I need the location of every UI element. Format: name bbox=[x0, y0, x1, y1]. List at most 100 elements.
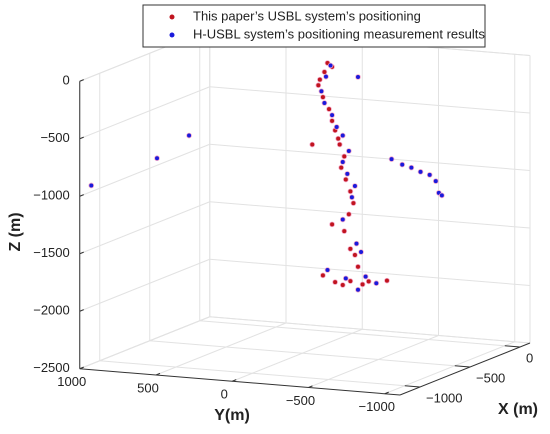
data-point bbox=[339, 216, 346, 223]
tick-mark bbox=[79, 79, 84, 82]
data-point bbox=[350, 200, 357, 206]
data-point bbox=[359, 281, 366, 288]
y-tick-label: 1000 bbox=[57, 374, 86, 389]
grid-line bbox=[209, 86, 531, 114]
data-point bbox=[439, 192, 445, 199]
tick-mark bbox=[404, 385, 421, 388]
data-point bbox=[399, 161, 406, 168]
legend-label[interactable]: H-USBL system’s positioning measurement … bbox=[193, 26, 485, 41]
grid-line bbox=[199, 320, 521, 348]
z-tick-label: −1000 bbox=[33, 188, 70, 203]
data-point bbox=[341, 153, 348, 160]
tick-mark bbox=[79, 136, 84, 140]
data-point bbox=[417, 169, 424, 175]
data-point bbox=[342, 275, 349, 282]
grid-line bbox=[79, 201, 210, 255]
axis-line bbox=[79, 368, 401, 396]
grid-line bbox=[209, 143, 531, 171]
data-point bbox=[88, 182, 95, 189]
data-point bbox=[321, 100, 328, 106]
data-point bbox=[432, 178, 439, 184]
data-point bbox=[355, 286, 361, 293]
x-tick-label: −1000 bbox=[426, 390, 463, 405]
axis-line bbox=[399, 342, 531, 396]
data-point bbox=[352, 252, 358, 258]
z-tick-label: −2000 bbox=[33, 303, 70, 318]
z-tick-label: −1500 bbox=[33, 245, 70, 260]
grid-line bbox=[232, 328, 363, 382]
grid-line bbox=[79, 143, 210, 197]
data-point bbox=[320, 94, 326, 100]
data-point bbox=[315, 82, 322, 89]
data-point bbox=[154, 155, 160, 162]
data-point bbox=[362, 273, 369, 280]
data-point bbox=[339, 282, 346, 288]
x-tick-label: 0 bbox=[526, 350, 533, 365]
z-tick-label: −2500 bbox=[33, 360, 70, 375]
data-point bbox=[347, 278, 354, 284]
data-point bbox=[323, 73, 329, 80]
z-tick-label: 0 bbox=[63, 73, 70, 88]
y-tick-label: −1000 bbox=[358, 399, 395, 414]
data-point bbox=[388, 156, 395, 162]
data-point bbox=[329, 118, 335, 124]
data-point bbox=[355, 74, 361, 80]
data-point bbox=[408, 164, 415, 171]
data-point bbox=[373, 280, 380, 287]
x-axis-label: X (m) bbox=[498, 401, 538, 418]
data-point bbox=[186, 132, 192, 139]
data-point bbox=[355, 263, 361, 270]
y-tick-label: 500 bbox=[137, 380, 159, 395]
tick-mark bbox=[454, 365, 471, 368]
data-point bbox=[365, 278, 372, 285]
grid-line bbox=[99, 360, 421, 388]
data-point bbox=[384, 277, 390, 284]
tick-mark bbox=[79, 194, 84, 197]
data-point bbox=[353, 240, 360, 247]
data-point bbox=[321, 69, 328, 75]
grid-line bbox=[209, 316, 531, 344]
data-point bbox=[426, 172, 433, 178]
grid-line bbox=[209, 258, 531, 286]
grid-line bbox=[155, 322, 287, 376]
y-axis-label: Y(m) bbox=[214, 407, 250, 424]
data-point bbox=[349, 194, 355, 201]
grid-line bbox=[384, 341, 515, 395]
data-point bbox=[317, 76, 323, 83]
legend-label[interactable]: This paper’s USBL system’s positioning bbox=[193, 8, 421, 23]
data-point bbox=[344, 171, 351, 177]
data-point bbox=[341, 228, 348, 234]
data-point bbox=[327, 62, 334, 69]
grid-line bbox=[79, 316, 210, 370]
data-point bbox=[329, 112, 335, 118]
data-point bbox=[339, 132, 346, 139]
data-point bbox=[333, 124, 340, 130]
data-point bbox=[338, 164, 345, 171]
legend-marker bbox=[169, 14, 175, 20]
grid-line bbox=[79, 258, 210, 312]
grid-line bbox=[209, 201, 531, 229]
y-tick-label: −500 bbox=[286, 393, 315, 408]
data-point bbox=[335, 135, 341, 142]
data-point bbox=[320, 272, 326, 279]
data-point bbox=[309, 141, 316, 148]
data-point bbox=[318, 88, 325, 95]
data-point bbox=[339, 159, 346, 165]
y-tick-label: 0 bbox=[221, 387, 228, 402]
tick-mark bbox=[79, 251, 84, 255]
z-tick-label: −500 bbox=[40, 130, 69, 145]
data-point bbox=[352, 183, 358, 189]
data-point bbox=[347, 188, 354, 195]
legend-box bbox=[142, 4, 486, 48]
data-point bbox=[324, 267, 331, 273]
data-point bbox=[336, 141, 343, 148]
data-point bbox=[358, 249, 364, 255]
tick-mark bbox=[504, 345, 521, 348]
z-axis-label: Z (m) bbox=[7, 212, 24, 251]
x-tick-label: −500 bbox=[476, 370, 505, 385]
grid-line bbox=[308, 335, 439, 388]
tick-mark bbox=[79, 309, 84, 312]
